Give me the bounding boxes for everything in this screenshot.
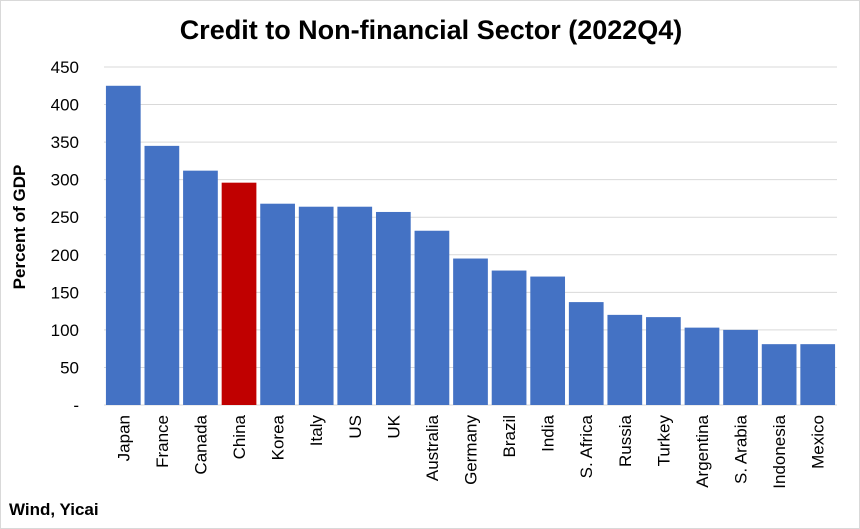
x-tick-label: Indonesia: [770, 414, 789, 488]
x-tick-label: Mexico: [809, 415, 828, 469]
y-axis-label: Percent of GDP: [10, 165, 29, 290]
x-tick-label: Brazil: [500, 415, 519, 458]
bar-argentina: [684, 327, 720, 405]
y-tick-label: 250: [51, 208, 79, 227]
y-tick-label: 400: [51, 96, 79, 115]
bar-australia: [414, 230, 450, 405]
bar-uk: [375, 211, 411, 405]
x-tick-label: Turkey: [654, 415, 673, 467]
bar-italy: [298, 206, 334, 405]
y-tick-label: 300: [51, 171, 79, 190]
bar-s-arabia: [723, 329, 758, 405]
bar-us: [337, 206, 373, 405]
chart-title: Credit to Non-financial Sector (2022Q4): [180, 15, 683, 45]
y-tick-label: 150: [51, 283, 79, 302]
x-tick-label: Italy: [307, 415, 326, 447]
x-axis-ticks: Japan France Canada China Korea Italy US UK Aust…: [114, 414, 827, 488]
bar-china: [221, 182, 257, 405]
y-axis-ticks: - 50 100 150 200 250 300 350 400 450: [51, 58, 79, 415]
y-tick-label: 200: [51, 246, 79, 265]
x-tick-label: US: [346, 415, 365, 439]
bar-france: [144, 145, 180, 405]
x-tick-label: China: [230, 414, 249, 459]
x-tick-label: France: [153, 415, 172, 468]
x-tick-label: UK: [384, 414, 403, 438]
bar-indonesia: [761, 344, 797, 405]
y-tick-label: -: [73, 396, 79, 415]
bar-india: [530, 276, 566, 405]
y-tick-label: 50: [60, 358, 79, 377]
bar-s-africa: [568, 302, 604, 405]
x-tick-label: Canada: [191, 414, 210, 474]
bar-canada: [183, 170, 218, 405]
bar-russia: [607, 314, 643, 405]
x-tick-label: S. Africa: [577, 414, 596, 478]
x-tick-label: Korea: [269, 414, 288, 460]
x-tick-label: India: [539, 414, 558, 451]
bar-japan: [105, 85, 141, 406]
x-tick-label: Germany: [462, 415, 481, 485]
bar-mexico: [800, 344, 836, 405]
bar-turkey: [646, 317, 681, 405]
x-tick-label: Argentina: [693, 414, 712, 487]
bar-brazil: [491, 270, 527, 405]
bar-germany: [453, 258, 488, 405]
x-tick-label: Japan: [114, 415, 133, 461]
x-tick-label: Russia: [616, 414, 635, 467]
x-tick-label: Australia: [423, 414, 442, 481]
bar-korea: [260, 203, 295, 405]
y-tick-label: 350: [51, 133, 79, 152]
source-note: Wind, Yicai: [9, 500, 99, 519]
y-tick-label: 100: [51, 321, 79, 340]
x-tick-label: S. Arabia: [732, 414, 751, 484]
y-tick-label: 450: [51, 58, 79, 77]
bars: [105, 85, 836, 406]
